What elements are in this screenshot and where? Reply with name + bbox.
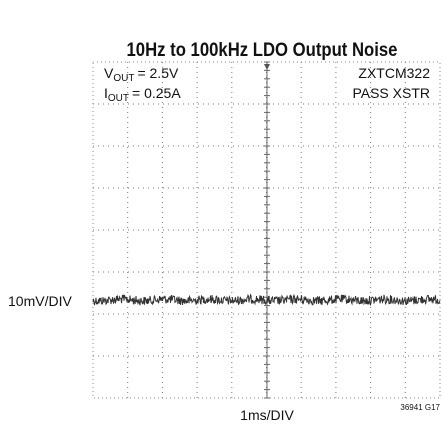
- title: 10Hz to 100kHz LDO Output Noise: [127, 39, 398, 60]
- v-subscript: OUT: [113, 73, 134, 84]
- horizontal-scale: 1ms/DIV: [240, 407, 294, 423]
- trigger-marker: [264, 64, 270, 70]
- iout-label: IOUT = 0.25A: [104, 85, 181, 104]
- frame: [92, 61, 441, 399]
- i-symbol: I: [104, 85, 108, 101]
- vout-label: VOUT = 2.5V: [104, 65, 179, 84]
- graticule: [93, 61, 440, 399]
- i-subscript: OUT: [108, 93, 129, 104]
- figure-id: 36941 G17: [400, 403, 440, 412]
- v-value: = 2.5V: [137, 65, 179, 81]
- i-value: = 0.25A: [132, 85, 181, 101]
- device-label: ZXTCM322: [358, 65, 430, 81]
- device-note: PASS XSTR: [352, 85, 430, 101]
- noise-trace: [92, 293, 441, 307]
- vertical-scale: 10mV/DIV: [8, 293, 72, 309]
- v-symbol: V: [104, 65, 114, 81]
